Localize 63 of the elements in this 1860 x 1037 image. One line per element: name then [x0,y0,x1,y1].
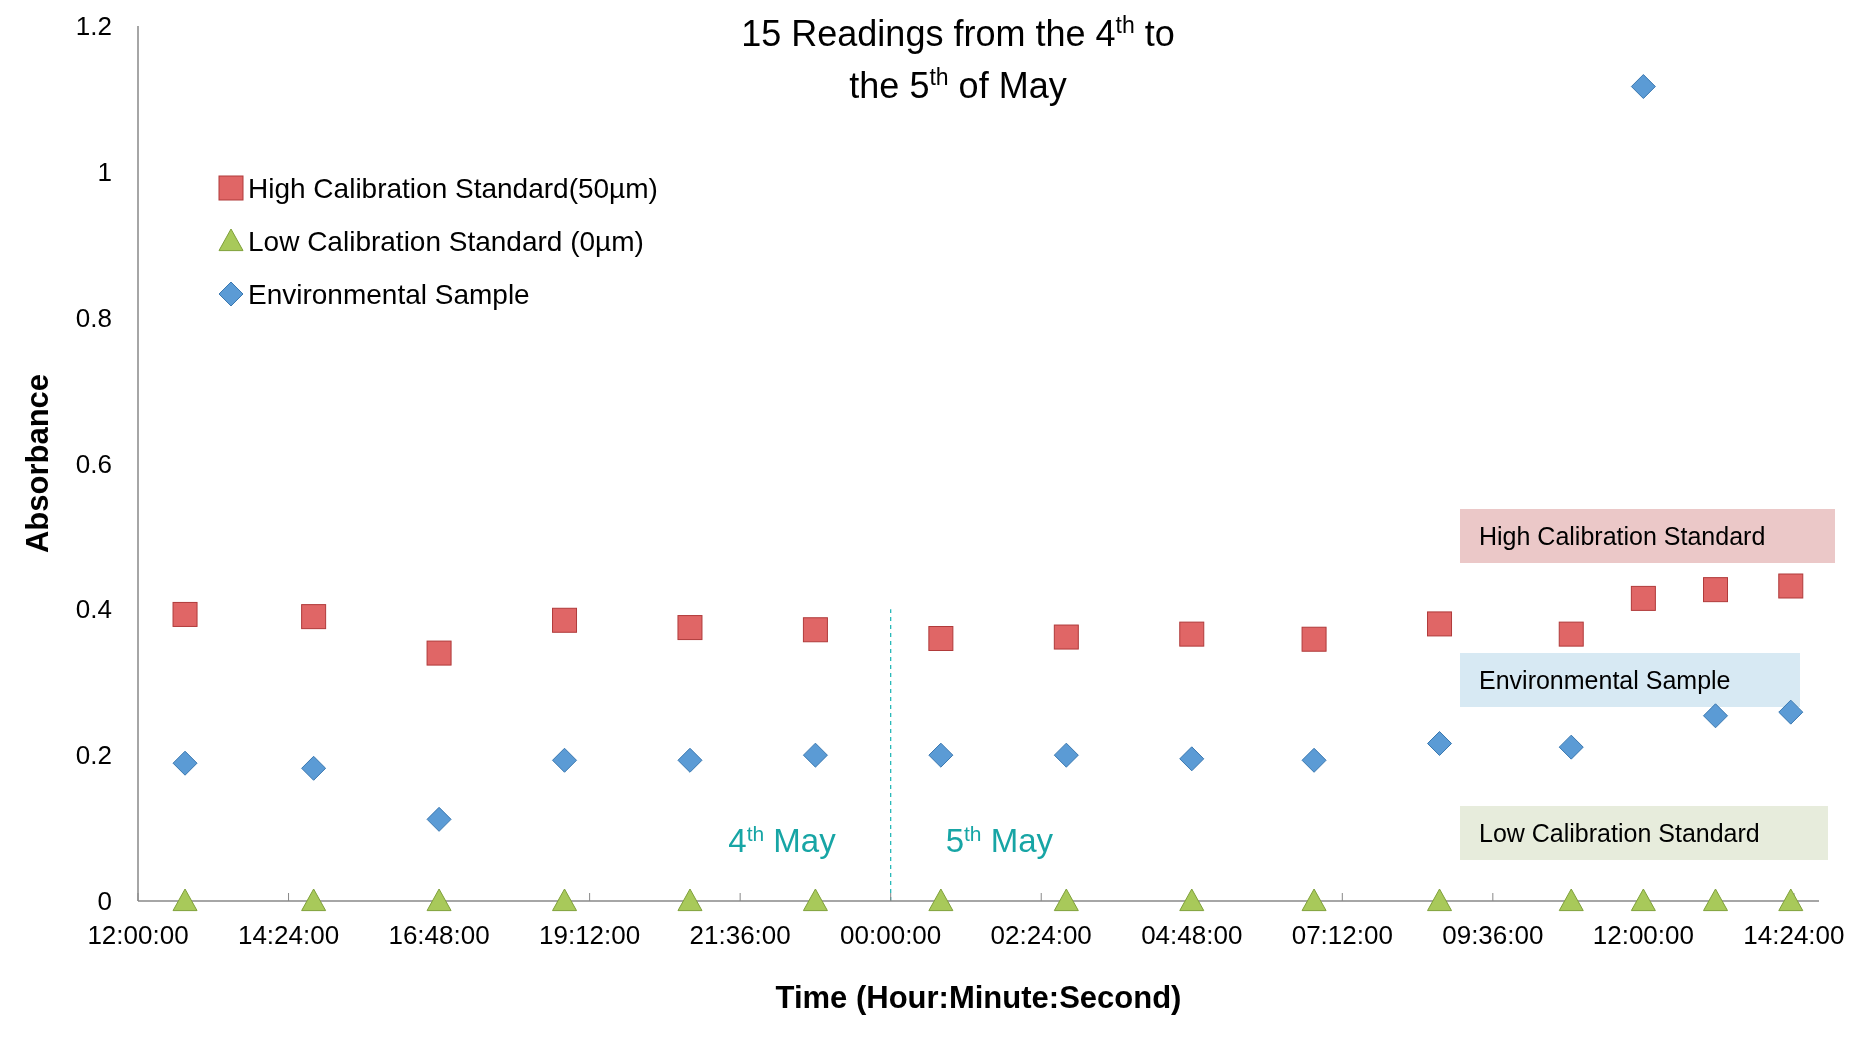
point [928,626,954,651]
point [802,742,828,768]
point [1053,742,1079,768]
point [1179,746,1205,772]
point [1427,611,1453,637]
point [426,888,452,912]
y-axis-title: Absorbance [20,373,55,554]
point [677,747,703,773]
point [301,888,327,912]
legend-label: Low Calibration Standard (0µm) [248,226,644,257]
annotation: High Calibration Standard [1479,521,1766,550]
point [1179,888,1205,912]
point [677,888,703,912]
text-tag: High Calibration Standard [1460,509,1835,563]
x-tick-label: 09:36:00 [1442,920,1544,950]
x-tick-label: 14:24:00 [237,920,340,950]
y-tick-label: 0.4 [75,594,112,625]
x-tick-label: 16:48:00 [388,920,490,950]
y-tick-label: 0.2 [75,740,112,771]
point [301,755,327,781]
point [928,888,954,912]
point [1053,624,1079,650]
point [1427,731,1453,756]
x-tick-label: 21:36:00 [689,920,791,950]
point [552,888,578,912]
point [1301,626,1327,652]
point [677,615,703,641]
point [426,806,452,832]
point [301,604,327,630]
point [552,607,578,633]
annotation: Environmental Sample [1479,665,1731,694]
x-tick-label: 14:24:00 [1743,920,1845,950]
legend-label: Environmental Sample [248,279,530,310]
point [1427,888,1453,912]
point [1301,747,1327,773]
y-tick-label: 0.6 [75,448,112,479]
point [1053,888,1079,912]
point [928,742,954,768]
x-tick-label: 12:00:00 [1592,920,1694,950]
text-tag: Environmental Sample [1460,653,1800,707]
point [802,888,828,912]
x-tick-label: 12:00:00 [87,920,189,950]
x-tick-label: 00:00:00 [840,920,942,950]
point [1301,888,1327,912]
point [426,640,452,666]
annotation: Low Calibration Standard [1479,818,1760,847]
chart-title: 15 Readings from the 4$^{th}$ to the 5$^{th}$ of May [741,12,1175,106]
point [1179,621,1205,647]
x-tick-label: 04:48:00 [1141,920,1243,950]
point [552,747,578,773]
annotation: 4$^{th}$ May [728,821,837,859]
legend-label: High Calibration Standard(50µm) [248,173,658,204]
annotation: 5$^{th}$ May [945,821,1054,859]
y-tick-label: 0 [97,886,112,917]
x-tick-label: 02:24:00 [990,920,1092,950]
point [802,617,828,643]
y-tick-label: 0.8 [75,302,112,333]
x-tick-label: 07:12:00 [1291,920,1393,950]
text-tag: Low Calibration Standard [1460,806,1828,860]
x-axis-title: Time (Hour:Minute:Second) [775,980,1182,1015]
x-tick-label: 19:12:00 [539,920,641,950]
y-tick-label: 1.2 [75,11,112,42]
y-tick-label: 1 [97,156,112,187]
